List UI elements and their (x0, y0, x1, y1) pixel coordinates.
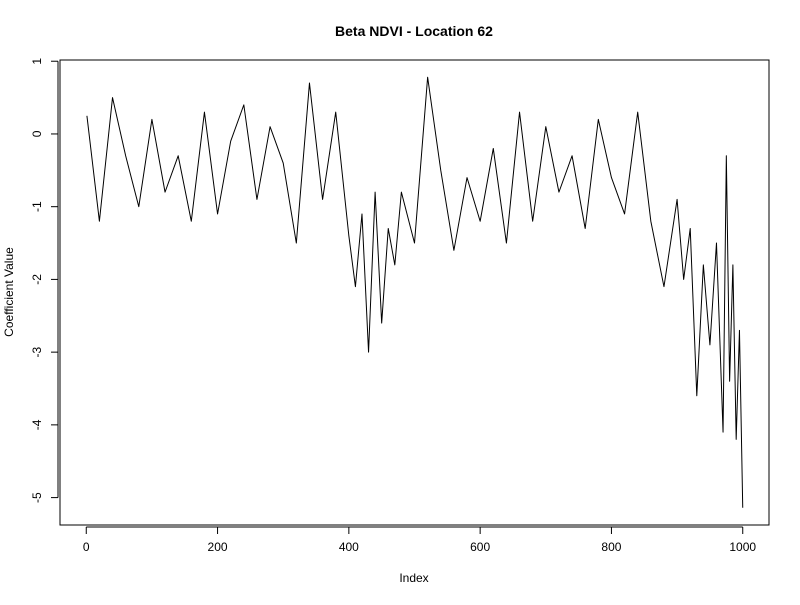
y-tick-label: -5 (30, 492, 44, 503)
series-line (86, 76, 744, 508)
chart-title: Beta NDVI - Location 62 (335, 23, 493, 39)
x-axis-label: Index (399, 571, 428, 585)
y-tick-label: -1 (30, 201, 44, 212)
x-tick-label: 600 (470, 540, 490, 554)
y-axis-label: Coefficient Value (2, 247, 16, 337)
x-tick-label: 400 (339, 540, 359, 554)
x-tick-label: 1000 (729, 540, 756, 554)
plot-area: 0 200 400 600 800 1000 1 0 -1 -2 -3 -4 -5 (30, 58, 770, 554)
y-tick-label: -2 (30, 274, 44, 285)
y-tick-label: 1 (30, 58, 44, 65)
plot-frame (59, 59, 770, 526)
y-tick-label: 0 (30, 130, 44, 137)
x-tick-label: 200 (208, 540, 228, 554)
y-tick-label: -3 (30, 346, 44, 357)
x-tick-label: 800 (601, 540, 621, 554)
x-tick-label: 0 (83, 540, 90, 554)
y-tick-label: -4 (30, 419, 44, 430)
